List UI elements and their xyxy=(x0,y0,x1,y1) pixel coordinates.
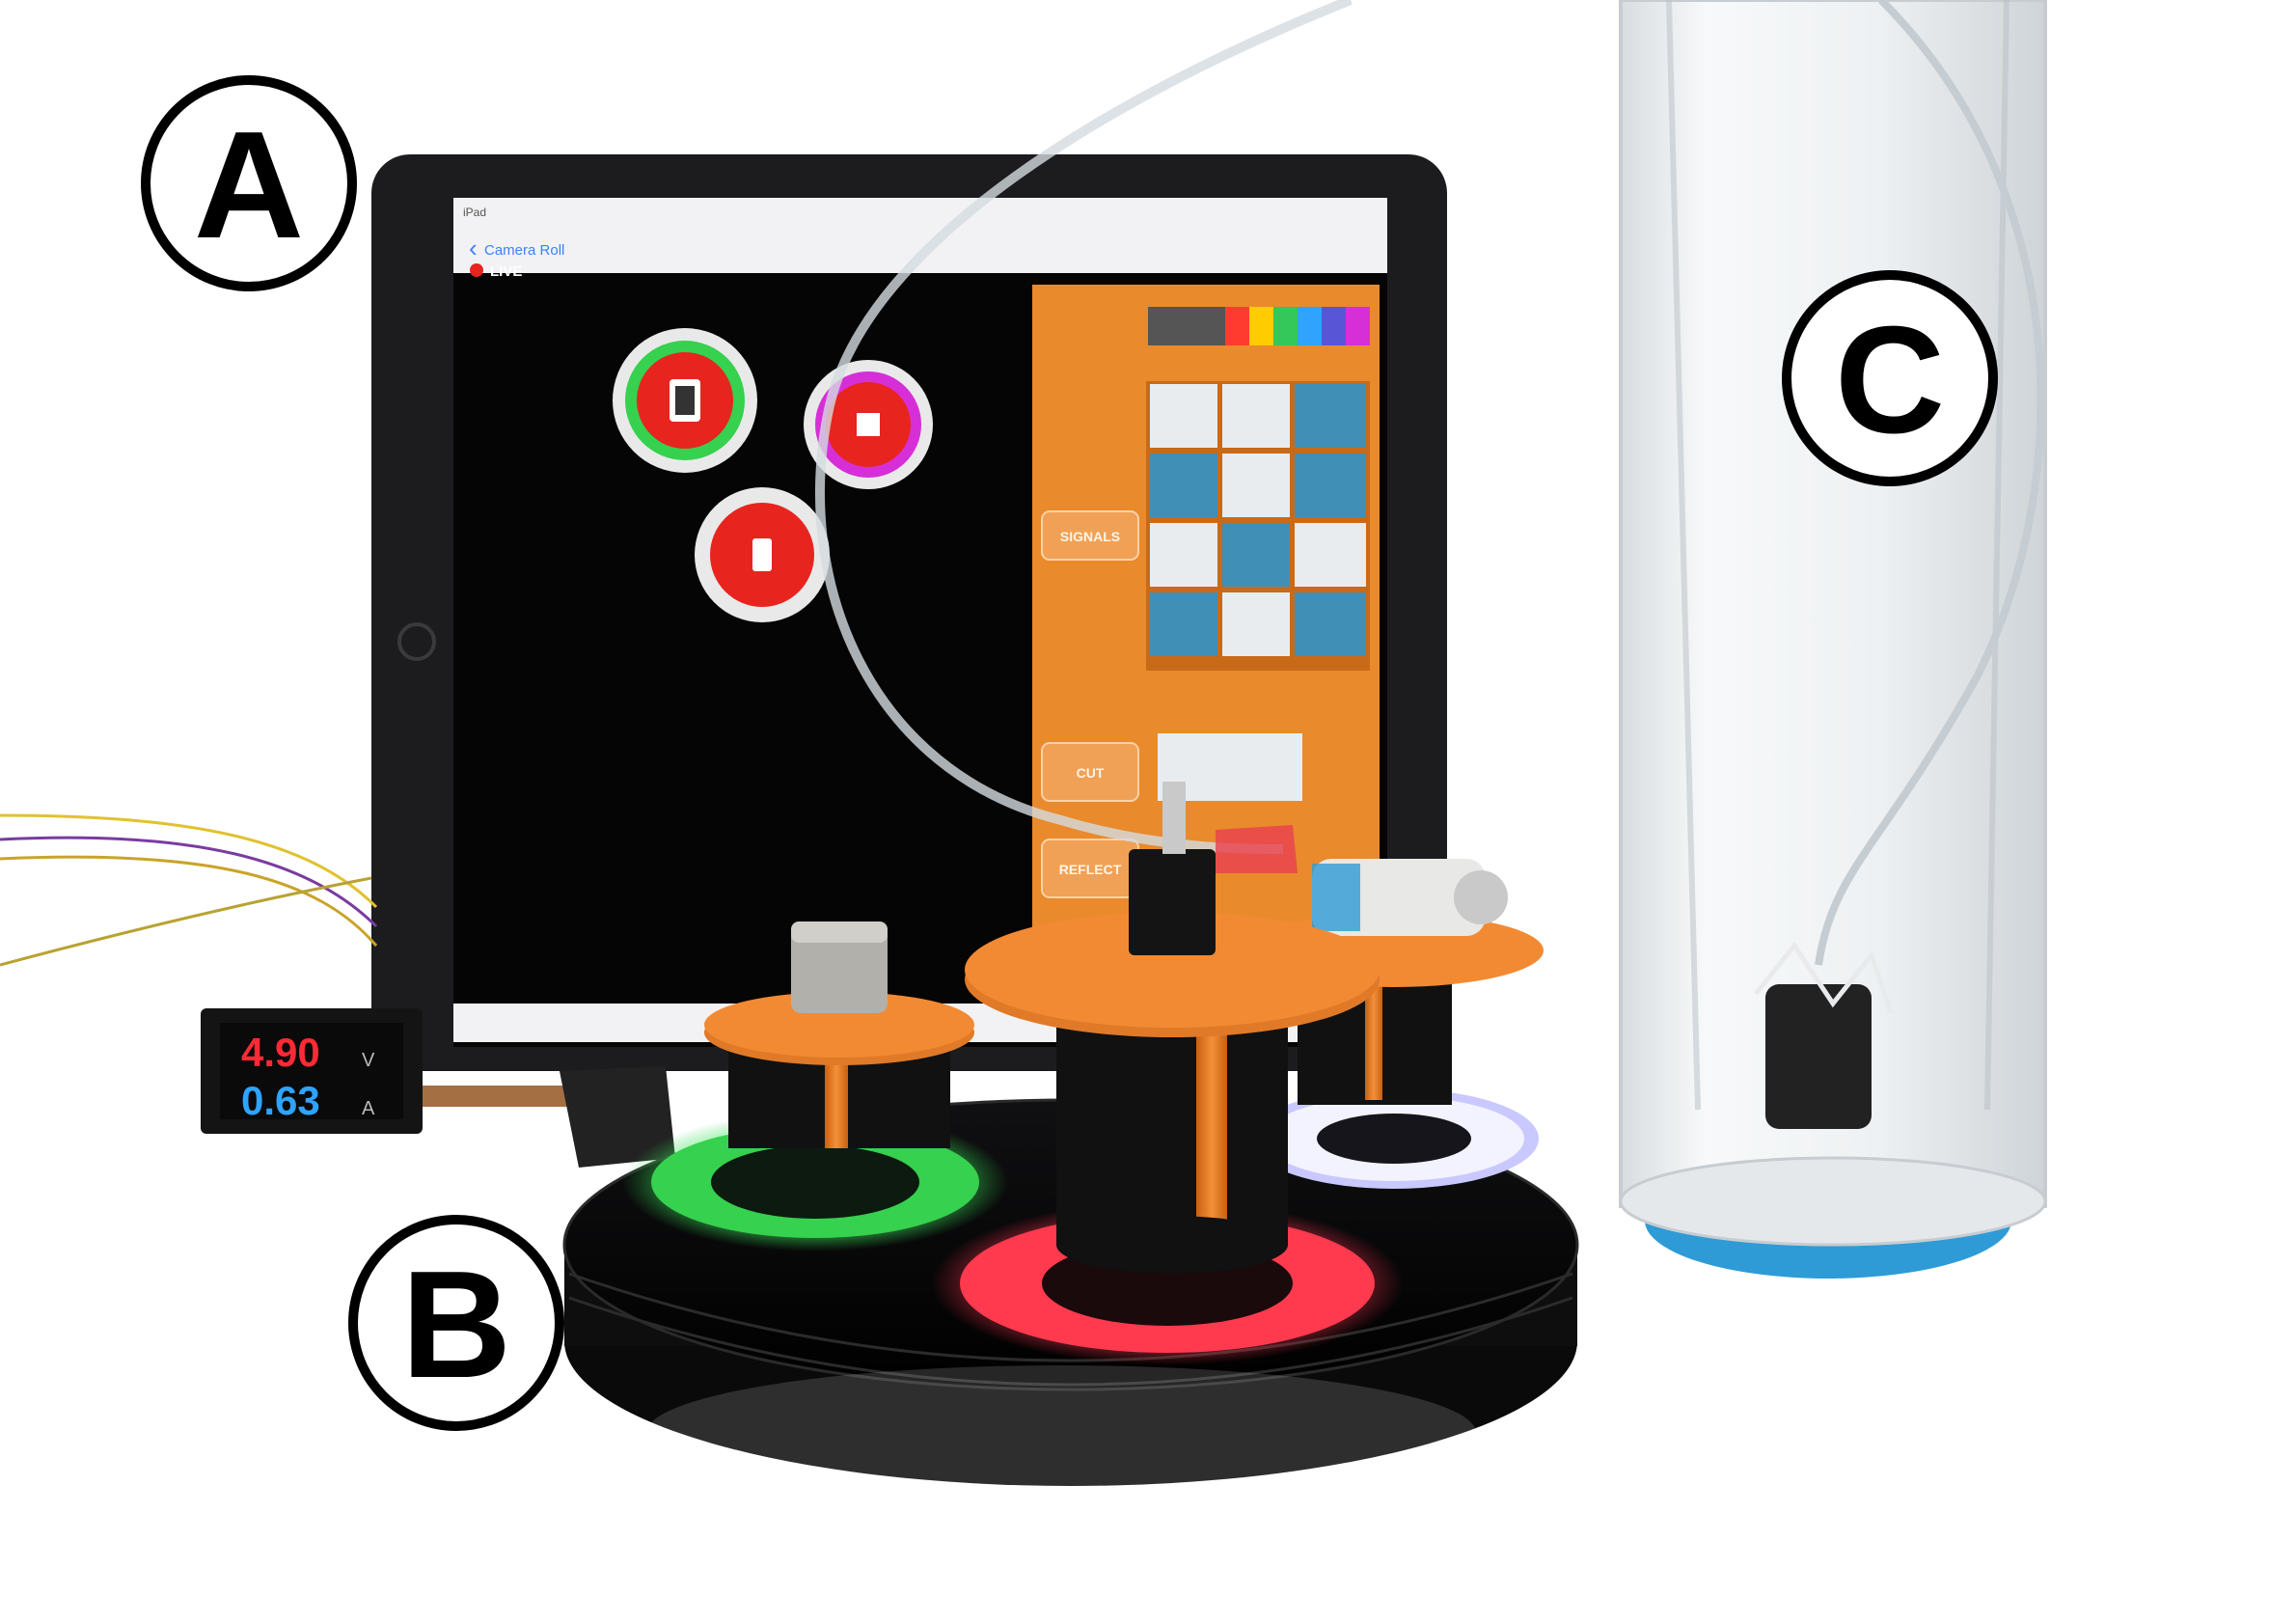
current-readout: 0.63 xyxy=(241,1078,320,1123)
motor-node-icon xyxy=(752,538,772,571)
back-button-label[interactable]: Camera Roll xyxy=(484,242,564,259)
sensor-module xyxy=(704,922,974,1148)
grey-sensor xyxy=(791,922,888,1013)
cut-button[interactable] xyxy=(1041,742,1139,802)
label-a: A xyxy=(141,75,357,291)
modular-base xyxy=(562,782,1579,1500)
signals-button[interactable] xyxy=(1041,510,1139,561)
sensor-node-icon xyxy=(857,413,880,436)
cables xyxy=(0,813,378,967)
air-tube xyxy=(815,0,1353,854)
label-a-text: A xyxy=(194,100,304,270)
signal-grid[interactable] xyxy=(1146,381,1370,671)
reflect-button-label: REFLECT xyxy=(1059,862,1122,877)
cut-button-label: CUT xyxy=(1077,765,1105,781)
label-c-text: C xyxy=(1835,295,1945,465)
live-dot-icon xyxy=(470,263,483,277)
label-b: B xyxy=(348,1215,564,1431)
volt-amp-meter: 4.90 V 0.63 A xyxy=(201,1008,423,1134)
voltage-readout: 4.90 xyxy=(241,1030,320,1075)
current-unit: A xyxy=(362,1098,375,1119)
live-label: LIVE xyxy=(490,263,522,280)
home-button[interactable] xyxy=(397,622,436,661)
voltage-unit: V xyxy=(362,1050,375,1071)
node-button-phone[interactable] xyxy=(613,328,757,473)
bubbler-stone xyxy=(1765,984,1872,1129)
pump-head xyxy=(1216,825,1298,873)
status-device-label: iPad xyxy=(463,206,486,219)
black-connector xyxy=(560,1066,675,1168)
label-c: C xyxy=(1782,270,1998,486)
pump-motor xyxy=(1129,849,1216,955)
label-b-text: B xyxy=(401,1240,511,1410)
node-button-motor[interactable] xyxy=(695,487,830,622)
back-chevron-icon[interactable]: ‹ xyxy=(469,234,478,262)
white-light-ring xyxy=(1249,1088,1539,1189)
bottle-tube xyxy=(1815,0,2045,966)
signals-button-label: SIGNALS xyxy=(1060,529,1120,544)
ribbon-cable xyxy=(423,1086,606,1107)
water-bottle xyxy=(1619,0,2047,1279)
pump-module xyxy=(965,782,1380,1274)
